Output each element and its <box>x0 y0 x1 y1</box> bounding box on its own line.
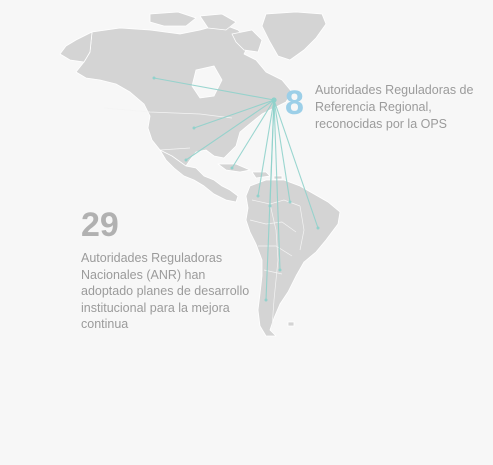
national-count: 29 <box>81 206 119 244</box>
cuba-land <box>217 163 251 173</box>
puerto-rico-land <box>273 175 283 180</box>
mexico-land <box>159 149 239 203</box>
us-canada-border <box>103 107 233 119</box>
hub-node <box>271 97 277 103</box>
sa-border-6 <box>299 205 305 251</box>
falklands-land <box>287 321 295 327</box>
arctic-islands <box>149 11 197 27</box>
national-authorities-stat: 29 Autoridades Reguladoras Nacionales (A… <box>81 208 261 333</box>
alaska-land <box>59 31 93 63</box>
hudson-bay <box>191 65 223 99</box>
regional-count: 8 <box>285 84 304 122</box>
regional-description: Autoridades Reguladoras de Referencia Re… <box>315 83 474 131</box>
us-mexico-border <box>159 147 191 151</box>
connection-nodes <box>152 76 320 302</box>
sa-border-3 <box>258 245 293 257</box>
connection-lines <box>153 77 319 301</box>
greenland-land <box>261 11 327 61</box>
sa-border-2 <box>249 219 297 233</box>
sa-border-5 <box>269 203 279 329</box>
national-description: Autoridades Reguladoras Nacionales (ANR)… <box>81 251 250 332</box>
arctic-islands-2 <box>199 13 237 31</box>
sa-border-1 <box>251 199 301 207</box>
baffin-island <box>231 29 263 53</box>
